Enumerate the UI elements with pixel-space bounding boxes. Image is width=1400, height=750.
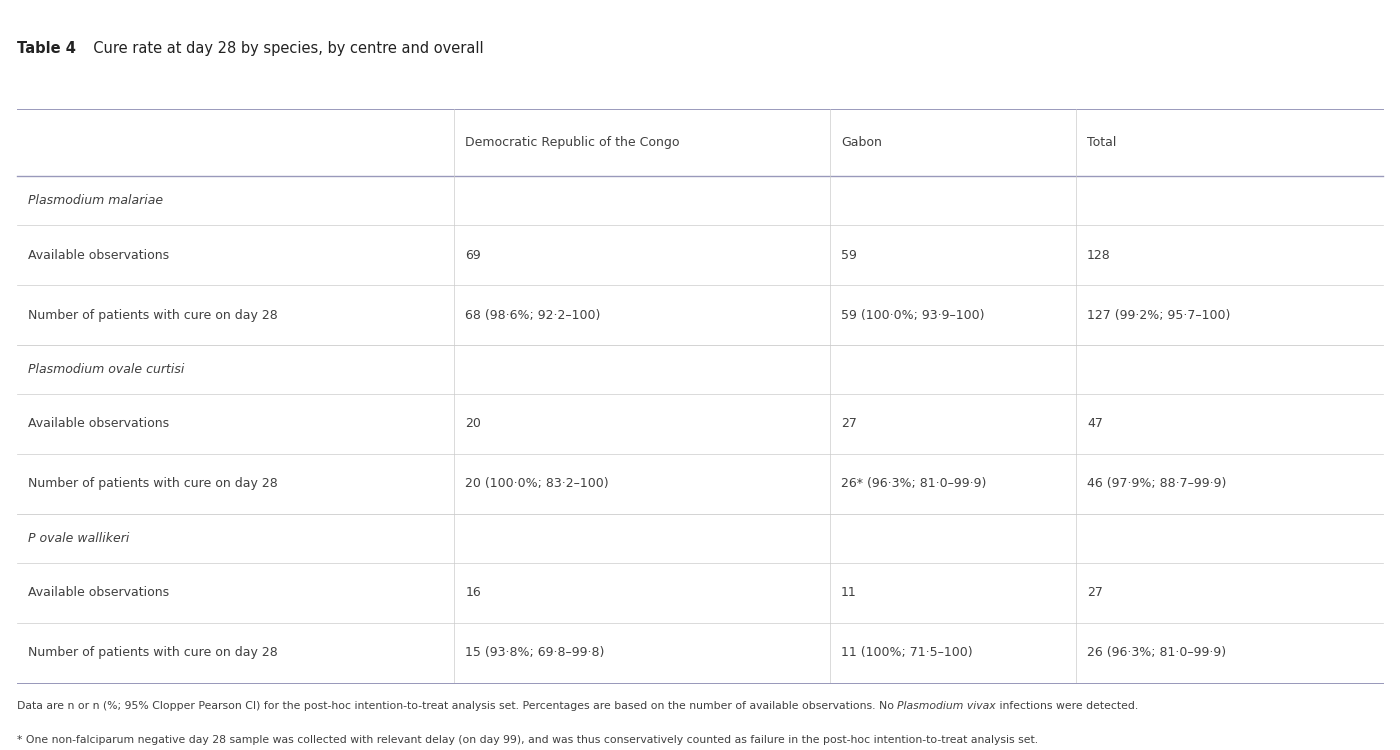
Text: Available observations: Available observations bbox=[28, 417, 169, 430]
Text: Table 4: Table 4 bbox=[17, 41, 76, 56]
Text: Plasmodium vivax: Plasmodium vivax bbox=[897, 701, 995, 711]
Text: Cure rate at day 28 by species, by centre and overall: Cure rate at day 28 by species, by centr… bbox=[84, 41, 483, 56]
Text: Available observations: Available observations bbox=[28, 248, 169, 262]
Text: 15 (93·8%; 69·8–99·8): 15 (93·8%; 69·8–99·8) bbox=[465, 646, 605, 659]
Text: 59 (100·0%; 93·9–100): 59 (100·0%; 93·9–100) bbox=[841, 308, 984, 322]
Text: Number of patients with cure on day 28: Number of patients with cure on day 28 bbox=[28, 477, 277, 490]
Text: 128: 128 bbox=[1086, 248, 1110, 262]
Text: 27: 27 bbox=[841, 417, 857, 430]
Text: 27: 27 bbox=[1086, 586, 1103, 599]
Text: 68 (98·6%; 92·2–100): 68 (98·6%; 92·2–100) bbox=[465, 308, 601, 322]
Text: 26* (96·3%; 81·0–99·9): 26* (96·3%; 81·0–99·9) bbox=[841, 477, 987, 490]
Text: 11 (100%; 71·5–100): 11 (100%; 71·5–100) bbox=[841, 646, 973, 659]
Text: Democratic Republic of the Congo: Democratic Republic of the Congo bbox=[465, 136, 680, 149]
Text: infections were detected.: infections were detected. bbox=[995, 701, 1138, 711]
Text: 11: 11 bbox=[841, 586, 857, 599]
Text: Number of patients with cure on day 28: Number of patients with cure on day 28 bbox=[28, 646, 277, 659]
Text: Plasmodium ovale curtisi: Plasmodium ovale curtisi bbox=[28, 363, 185, 376]
Text: Number of patients with cure on day 28: Number of patients with cure on day 28 bbox=[28, 308, 277, 322]
Text: 26 (96·3%; 81·0–99·9): 26 (96·3%; 81·0–99·9) bbox=[1086, 646, 1226, 659]
Text: Plasmodium malariae: Plasmodium malariae bbox=[28, 194, 164, 207]
Text: Data are n or n (%; 95% Clopper Pearson CI) for the post-hoc intention-to-treat : Data are n or n (%; 95% Clopper Pearson … bbox=[17, 701, 897, 711]
Text: Total: Total bbox=[1086, 136, 1116, 149]
Text: P ovale wallikeri: P ovale wallikeri bbox=[28, 532, 129, 544]
Text: 20 (100·0%; 83·2–100): 20 (100·0%; 83·2–100) bbox=[465, 477, 609, 490]
Text: Gabon: Gabon bbox=[841, 136, 882, 149]
Text: * One non-falciparum negative day 28 sample was collected with relevant delay (o: * One non-falciparum negative day 28 sam… bbox=[17, 735, 1037, 745]
Text: 59: 59 bbox=[841, 248, 857, 262]
Text: 46 (97·9%; 88·7–99·9): 46 (97·9%; 88·7–99·9) bbox=[1086, 477, 1226, 490]
Text: 47: 47 bbox=[1086, 417, 1103, 430]
Text: 69: 69 bbox=[465, 248, 482, 262]
Text: 127 (99·2%; 95·7–100): 127 (99·2%; 95·7–100) bbox=[1086, 308, 1231, 322]
Text: Available observations: Available observations bbox=[28, 586, 169, 599]
Text: 16: 16 bbox=[465, 586, 482, 599]
Text: 20: 20 bbox=[465, 417, 482, 430]
